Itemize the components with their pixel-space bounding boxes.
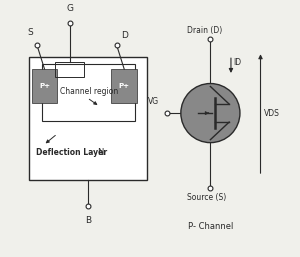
Bar	[29, 57, 147, 180]
Text: B: B	[85, 216, 92, 225]
Text: Deflection Layer: Deflection Layer	[36, 148, 107, 158]
Circle shape	[181, 84, 240, 143]
Text: P- Channel: P- Channel	[188, 222, 233, 231]
Text: P+: P+	[119, 83, 130, 89]
Text: ID: ID	[233, 58, 242, 68]
Text: Drain (D): Drain (D)	[187, 26, 223, 35]
Bar	[42, 64, 135, 121]
Bar	[112, 69, 137, 103]
Text: G: G	[67, 4, 74, 13]
Text: Channel region: Channel region	[61, 87, 119, 96]
Text: S: S	[28, 28, 33, 37]
Text: N: N	[97, 148, 104, 158]
Text: VDS: VDS	[264, 108, 280, 118]
Text: VG: VG	[148, 97, 159, 106]
Bar	[55, 62, 85, 77]
Text: D: D	[121, 31, 128, 40]
Bar	[32, 69, 58, 103]
Text: P+: P+	[39, 83, 50, 89]
Text: Source (S): Source (S)	[187, 193, 226, 203]
